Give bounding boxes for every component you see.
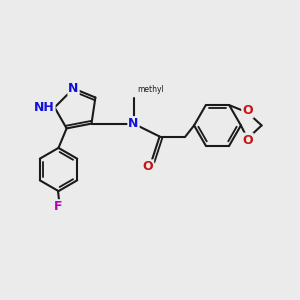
Text: NH: NH [34, 101, 55, 114]
Text: F: F [54, 200, 63, 213]
Text: N: N [128, 117, 139, 130]
Text: N: N [68, 82, 79, 95]
Text: methyl: methyl [137, 85, 164, 94]
Text: O: O [142, 160, 153, 173]
Text: O: O [242, 134, 253, 147]
Text: O: O [242, 104, 253, 118]
